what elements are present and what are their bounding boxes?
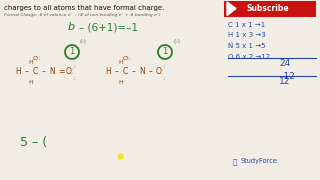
Text: H: H bbox=[119, 80, 124, 84]
Text: C: C bbox=[32, 68, 38, 76]
Text: H: H bbox=[28, 60, 33, 66]
Text: C 1 x 1 →1: C 1 x 1 →1 bbox=[228, 22, 265, 28]
Text: –: – bbox=[25, 68, 29, 76]
Text: O:: O: bbox=[66, 68, 74, 76]
Text: 24: 24 bbox=[279, 59, 291, 68]
Text: –: – bbox=[115, 68, 119, 76]
Text: ⛨: ⛨ bbox=[233, 158, 237, 165]
Text: (–): (–) bbox=[173, 39, 180, 44]
Text: N: N bbox=[139, 68, 145, 76]
Text: :Ö:: :Ö: bbox=[121, 55, 131, 60]
Text: –: – bbox=[149, 68, 153, 76]
Text: 1: 1 bbox=[162, 48, 168, 57]
Text: –: – bbox=[42, 68, 46, 76]
Text: H: H bbox=[28, 80, 33, 84]
Text: charges to all atoms that have formal charge.: charges to all atoms that have formal ch… bbox=[4, 5, 164, 11]
Text: H 1 x 3 →3: H 1 x 3 →3 bbox=[228, 32, 266, 38]
Text: :: : bbox=[73, 64, 75, 69]
Text: 5 – (: 5 – ( bbox=[20, 136, 47, 149]
Text: (–): (–) bbox=[80, 39, 87, 44]
Text: H: H bbox=[105, 68, 111, 76]
Text: −12: −12 bbox=[276, 72, 294, 81]
Text: b: b bbox=[68, 22, 75, 32]
Text: :: : bbox=[73, 75, 75, 80]
Text: :: : bbox=[163, 75, 165, 80]
Text: N: N bbox=[49, 68, 55, 76]
Text: =: = bbox=[58, 68, 64, 76]
Text: :Ö:: :Ö: bbox=[31, 55, 41, 60]
FancyBboxPatch shape bbox=[224, 1, 316, 17]
Text: Subscribe: Subscribe bbox=[247, 4, 289, 13]
Text: O 6 x 2 →12: O 6 x 2 →12 bbox=[228, 54, 270, 60]
Text: StudyForce: StudyForce bbox=[241, 158, 278, 164]
Text: 1: 1 bbox=[69, 48, 75, 57]
Text: 12: 12 bbox=[279, 77, 291, 86]
Text: –: – bbox=[132, 68, 136, 76]
Text: :: : bbox=[163, 64, 165, 69]
Text: O:: O: bbox=[156, 68, 164, 76]
Text: Formal Charge: # of valence e⁻ – (# of non bonding e⁻ + # bonding e⁻): Formal Charge: # of valence e⁻ – (# of n… bbox=[4, 13, 161, 17]
Polygon shape bbox=[227, 2, 236, 15]
Text: H: H bbox=[119, 60, 124, 66]
Text: H: H bbox=[15, 68, 21, 76]
Text: – (6+1)=–1: – (6+1)=–1 bbox=[79, 22, 138, 32]
Text: N 5 x 1 →5: N 5 x 1 →5 bbox=[228, 43, 266, 49]
Text: C: C bbox=[122, 68, 128, 76]
